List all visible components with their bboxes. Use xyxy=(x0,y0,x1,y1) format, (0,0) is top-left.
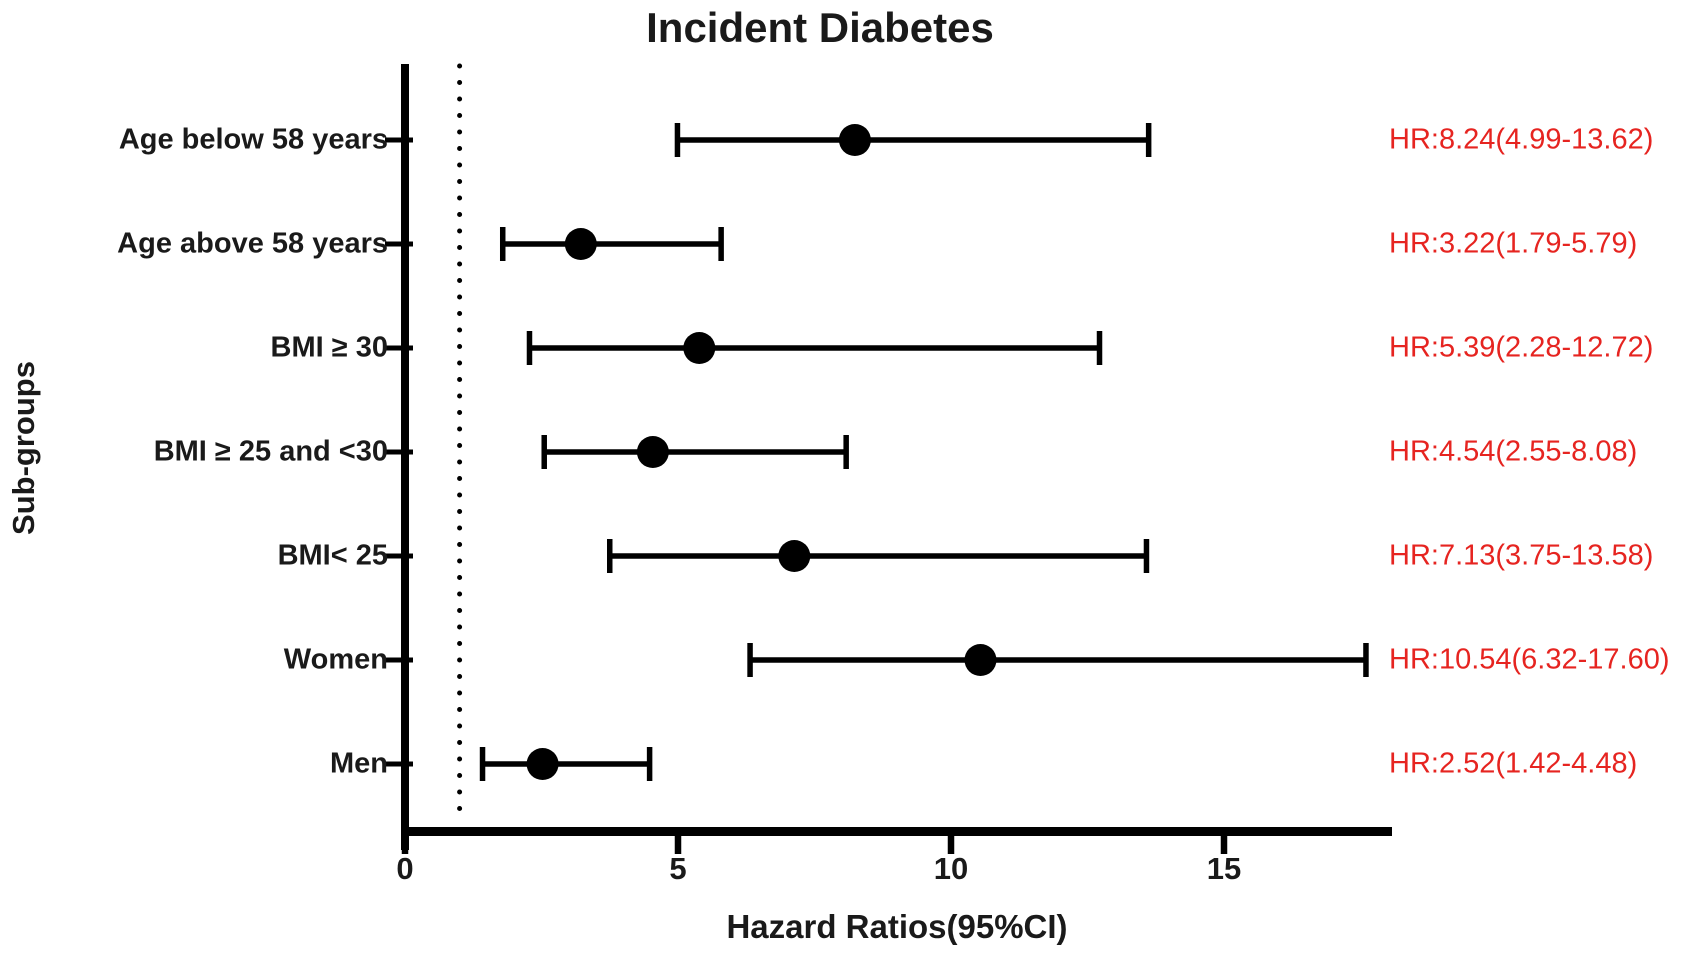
point-marker xyxy=(683,332,716,364)
point-marker xyxy=(526,748,559,780)
y-axis-tick xyxy=(385,657,413,663)
hr-annotation: HR:10.54(6.32-17.60) xyxy=(1389,643,1670,676)
category-label-bmi-ge-30: BMI ≥ 30 xyxy=(270,331,388,364)
point-marker xyxy=(964,644,997,676)
category-label-bmi-lt-25: BMI< 25 xyxy=(277,539,388,572)
x-axis-line xyxy=(401,827,1392,836)
y-axis-tick xyxy=(385,345,413,351)
hr-annotation: HR:2.52(1.42-4.48) xyxy=(1389,747,1638,780)
point-marker xyxy=(838,124,871,156)
category-label-bmi-25-to-30: BMI ≥ 25 and <30 xyxy=(153,435,388,468)
x-tick-label: 0 xyxy=(396,851,414,886)
x-axis-tick xyxy=(401,828,409,854)
category-label-women: Women xyxy=(283,643,388,676)
hr-annotation: HR:3.22(1.79-5.79) xyxy=(1389,227,1638,260)
x-axis-tick xyxy=(947,828,955,854)
y-axis-tick xyxy=(385,553,413,559)
x-tick-label: 10 xyxy=(933,851,969,886)
hr-annotation: HR:4.54(2.55-8.08) xyxy=(1389,435,1638,468)
y-axis-tick xyxy=(385,137,413,143)
x-axis-tick xyxy=(674,828,682,854)
hr-annotation: HR:8.24(4.99-13.62) xyxy=(1389,123,1654,156)
point-marker xyxy=(778,540,811,572)
category-label-men: Men xyxy=(330,747,388,780)
x-axis-label: Hazard Ratios(95%CI) xyxy=(726,908,1068,945)
y-axis-tick xyxy=(385,241,413,247)
y-axis-tick xyxy=(385,449,413,455)
x-axis-tick xyxy=(1220,828,1228,854)
y-axis-line xyxy=(401,64,409,850)
category-label-age-below-58: Age below 58 years xyxy=(118,123,388,156)
y-axis-tick xyxy=(385,761,413,767)
point-marker xyxy=(636,436,669,468)
x-tick-label: 15 xyxy=(1206,851,1242,886)
category-label-age-above-58: Age above 58 years xyxy=(117,227,388,260)
x-tick-label: 5 xyxy=(669,851,687,886)
point-marker xyxy=(564,228,597,260)
chart-title: Incident Diabetes xyxy=(646,4,994,51)
hr-annotation: HR:5.39(2.28-12.72) xyxy=(1389,331,1654,364)
hr-annotation: HR:7.13(3.75-13.58) xyxy=(1389,539,1654,572)
